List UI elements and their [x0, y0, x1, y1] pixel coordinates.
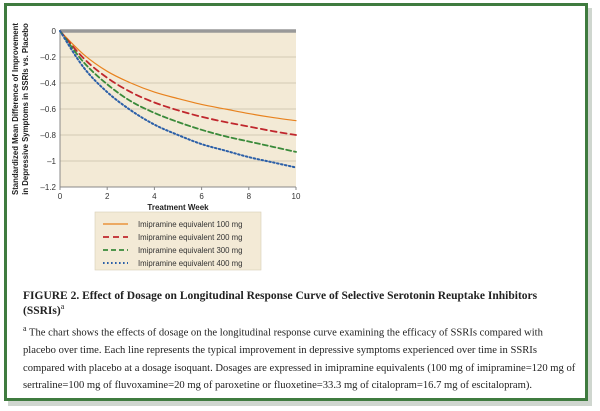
y-axis-label-line: Standardized Mean Difference of Improvem… [11, 23, 20, 195]
y-tick-label: 0 [52, 27, 57, 36]
x-tick-label: 4 [152, 192, 157, 201]
y-tick-label: –0.2 [40, 53, 56, 62]
caption-note-text: The chart shows the effects of dosage on… [23, 327, 576, 392]
x-tick-label: 6 [199, 192, 204, 201]
y-tick-label: –1.2 [40, 183, 56, 192]
figure-caption-note: a The chart shows the effects of dosage … [23, 320, 578, 395]
legend-label: Imipramine equivalent 300 mg [138, 246, 242, 255]
caption-title-sup: a [60, 302, 65, 311]
figure-caption-title: FIGURE 2. Effect of Dosage on Longitudin… [23, 290, 578, 317]
x-tick-label: 0 [58, 192, 63, 201]
series-line-4 [59, 30, 297, 169]
plot-area: 0–0.2–0.4–0.6–0.8–1–1.20 2 4 6 8 10Treatment … [11, 23, 301, 212]
legend-label: Imipramine equivalent 200 mg [138, 233, 242, 242]
y-tick-label: –0.8 [40, 131, 56, 140]
legend-label: Imipramine equivalent 100 mg [138, 220, 242, 229]
x-tick-label: 8 [247, 192, 252, 201]
caption-title-text: FIGURE 2. Effect of Dosage on Longitudin… [23, 290, 538, 317]
y-tick-label: –1 [47, 157, 56, 166]
legend-box [94, 211, 262, 271]
series-line-1 [59, 30, 297, 122]
y-tick-label: –0.6 [40, 105, 56, 114]
x-tick-label: 2 [105, 192, 110, 201]
legend-label: Imipramine equivalent 400 mg [138, 259, 242, 268]
caption-note-sup: a [23, 324, 27, 333]
y-axis-label-line: in Depressive Symptoms in SSRIs vs. Plac… [21, 23, 30, 195]
series-line-3 [59, 30, 297, 153]
x-tick-label: 10 [292, 192, 301, 201]
chart: 0–0.2–0.4–0.6–0.8–1–1.20 2 4 6 8 10Treatment … [11, 23, 301, 271]
series-line-2 [59, 30, 297, 136]
legend: Imipramine equivalent 100 mg Imipramine e… [94, 211, 262, 271]
x-axis-label: Treatment Week [147, 203, 209, 212]
y-tick-label: –0.4 [40, 79, 56, 88]
